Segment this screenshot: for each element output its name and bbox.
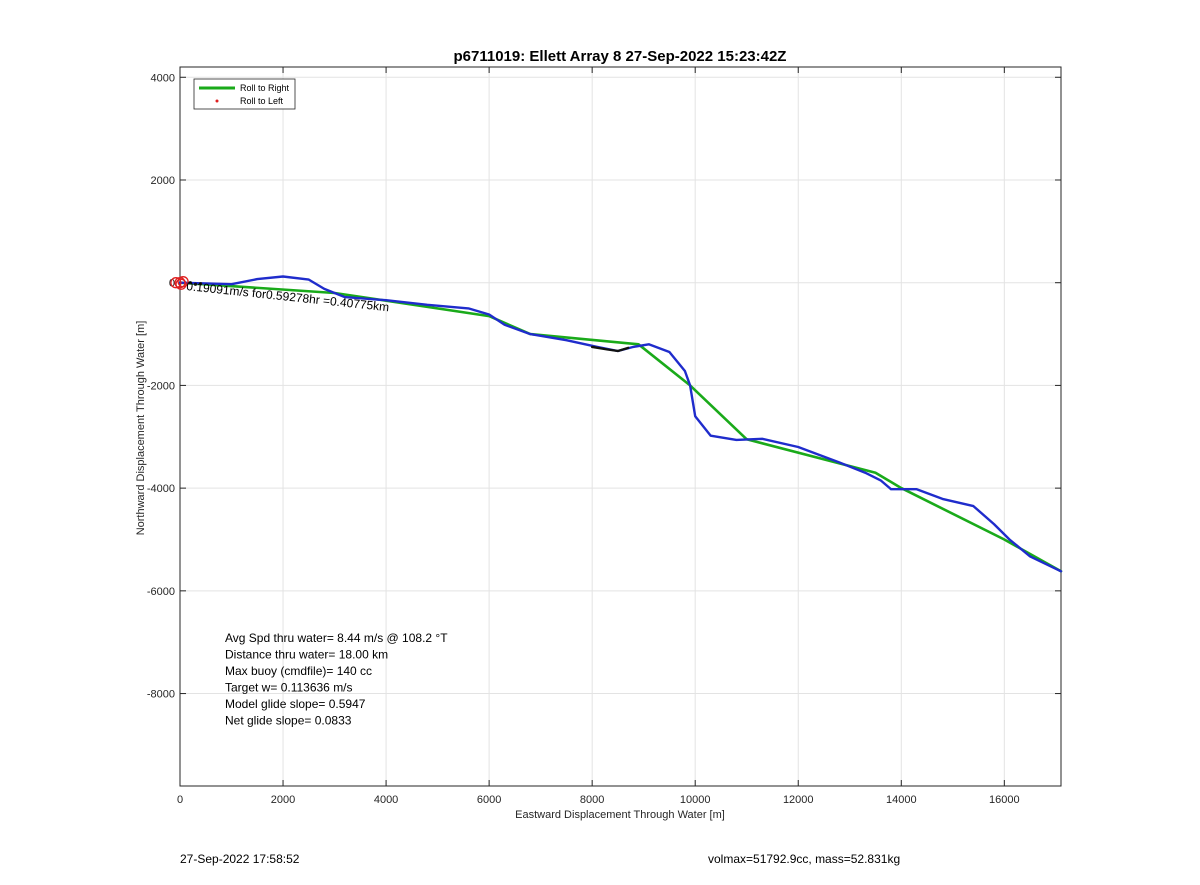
current-vector-point: [193, 282, 198, 286]
series-lines: [178, 275, 1063, 573]
y-tick-label: 2000: [151, 175, 175, 187]
x-tick-label: 10000: [680, 794, 711, 806]
current-vector-point: [199, 282, 203, 286]
footer-timestamp: 27-Sep-2022 17:58:52: [180, 852, 300, 866]
legend-box: [193, 78, 296, 110]
x-tick-label: 2000: [271, 794, 295, 806]
x-tick-label: 4000: [374, 794, 398, 806]
stats-annotation: Avg Spd thru water= 8.44 m/s @ 108.2 °T D…: [225, 631, 448, 728]
footer-vol-mass: volmax=51792.9cc, mass=52.831kg: [708, 852, 901, 866]
start-marker: [170, 277, 182, 289]
stats-line: Avg Spd thru water= 8.44 m/s @ 108.2 °T: [225, 631, 448, 645]
stats-line: Target w= 0.113636 m/s: [225, 681, 353, 695]
x-tick-label: 6000: [477, 794, 501, 806]
axes-box: [179, 66, 1062, 787]
series-track: [178, 275, 1063, 573]
x-tick-label: 8000: [580, 794, 604, 806]
chart-title: p6711019: Ellett Array 8 27-Sep-2022 15:…: [454, 48, 787, 65]
stats-line: Max buoy (cmdfile)= 140 cc: [225, 664, 372, 678]
x-axis-label: Eastward Displacement Through Water [m]: [515, 809, 725, 821]
y-tick-label: -2000: [147, 380, 175, 392]
y-tick-label: 4000: [151, 72, 175, 84]
start-marker: [175, 278, 187, 290]
y-tick-label: -6000: [147, 586, 175, 598]
x-tick-label: 14000: [886, 794, 917, 806]
y-tick-label: 0: [169, 278, 175, 290]
stats-line: Distance thru water= 18.00 km: [225, 648, 388, 662]
y-tick-label: -4000: [147, 483, 175, 495]
x-tick-label: 16000: [989, 794, 1020, 806]
current-vector-point: [188, 281, 192, 285]
x-tick-label: 0: [177, 794, 183, 806]
series-track-segment: [591, 345, 630, 353]
current-annotation: 0.19091m/s for0.59278hr =0.40775km: [186, 279, 390, 314]
legend: Roll to Right Roll to Left: [193, 78, 296, 110]
legend-entry: Roll to Right: [240, 83, 290, 93]
y-axis-label: Northward Displacement Through Water [m]: [135, 321, 147, 536]
stats-line: Net glide slope= 0.0833: [225, 714, 352, 728]
stats-line: Model glide slope= 0.5947: [225, 697, 366, 711]
legend-swatch-roll-left: [215, 99, 219, 103]
x-tick-label: 12000: [783, 794, 814, 806]
start-marker: [177, 276, 189, 288]
axis-ticks: 0 2000 4000 6000 8000 10000 12000 14000 16000 400…: [147, 67, 1061, 806]
y-tick-label: -8000: [147, 689, 175, 701]
grid: [179, 67, 1061, 786]
start-markers: [170, 276, 203, 290]
legend-entry: Roll to Left: [240, 96, 284, 106]
series-roll-to-right: [178, 281, 1063, 573]
